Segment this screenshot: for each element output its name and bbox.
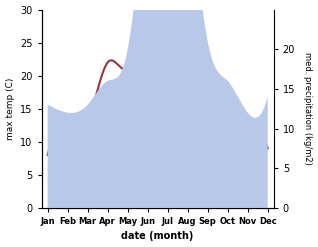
Y-axis label: med. precipitation (kg/m2): med. precipitation (kg/m2) xyxy=(303,52,313,165)
Y-axis label: max temp (C): max temp (C) xyxy=(5,78,15,140)
X-axis label: date (month): date (month) xyxy=(121,231,194,242)
